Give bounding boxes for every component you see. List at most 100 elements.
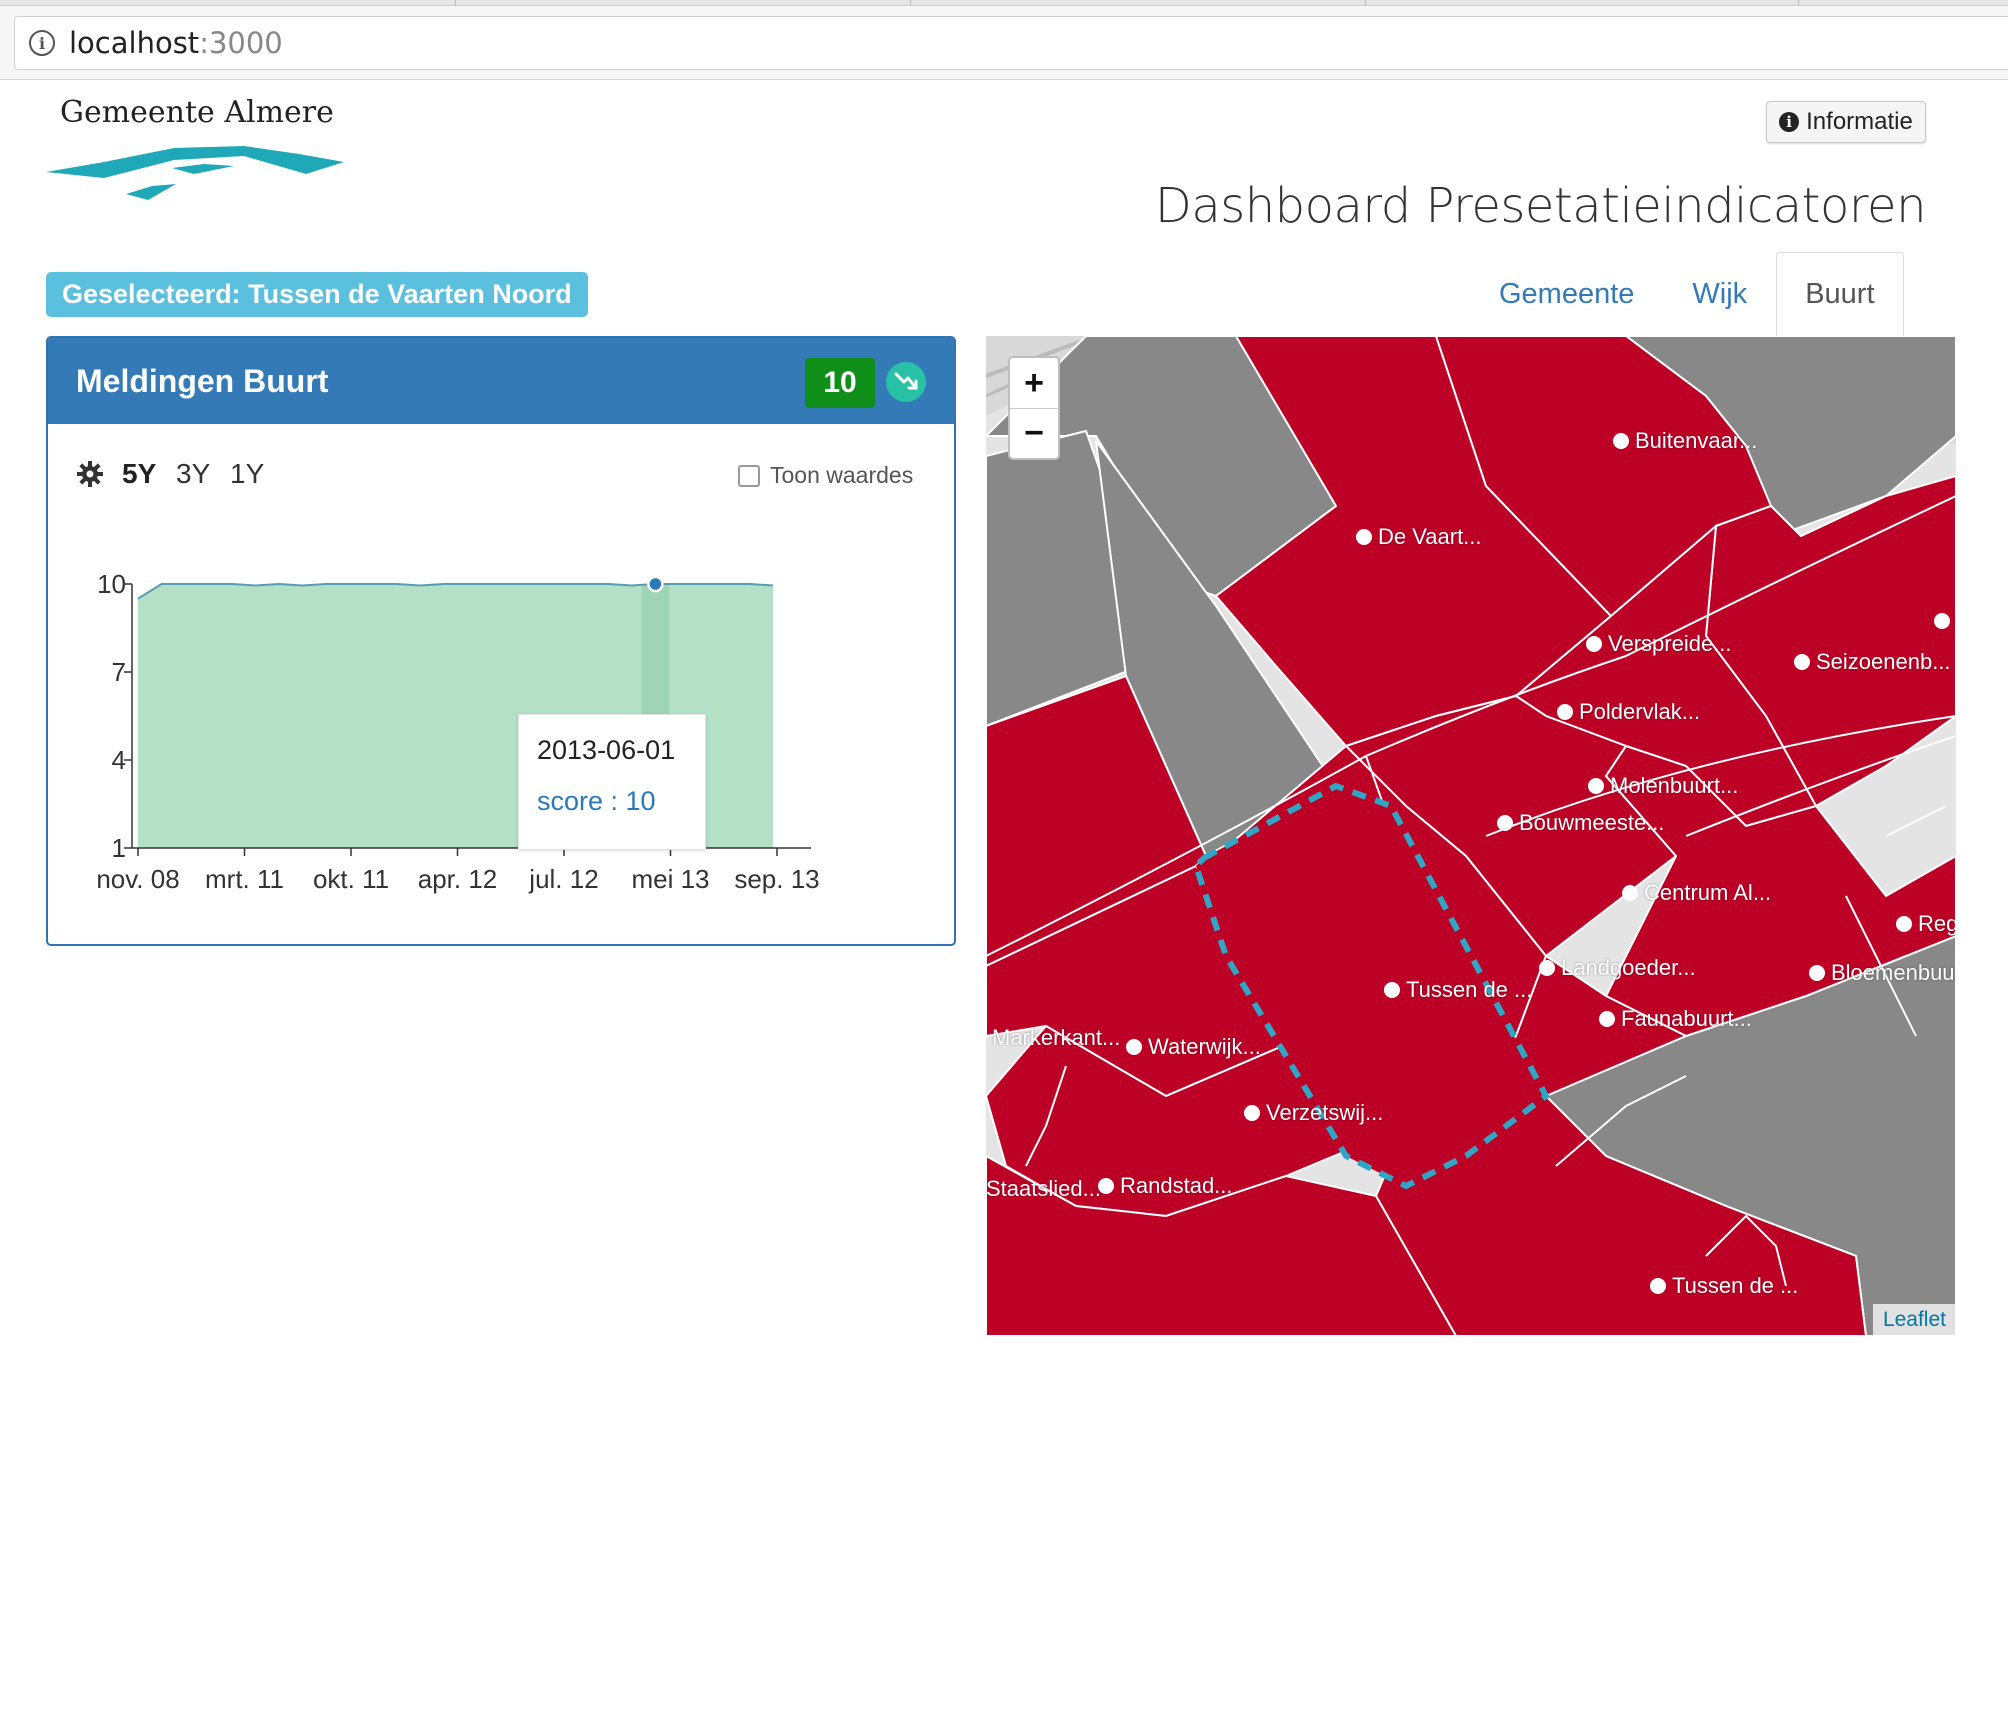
map-buurt-label[interactable]: Tussen de ... — [1650, 1273, 1798, 1299]
url-port: :3000 — [199, 26, 283, 60]
zoom-out-button[interactable]: − — [1010, 408, 1058, 458]
map-buurt-label-text: Verspreide... — [1608, 631, 1732, 656]
map-buurt-label-text: Markerkant... — [992, 1025, 1121, 1050]
chart-x-tick-label: mei 13 — [631, 864, 709, 894]
chart-y-tick-label: 7 — [112, 657, 126, 687]
map-buurt-label-text: Seizoenenb... — [1816, 649, 1951, 674]
chart-x-tick-label: mrt. 11 — [205, 864, 284, 894]
panel-title: Meldingen Buurt — [76, 362, 329, 399]
browser-tab-divider — [910, 0, 911, 6]
chart-x-tick-label: apr. 12 — [418, 864, 498, 894]
chart-x-tick-label: okt. 11 — [313, 864, 389, 894]
info-button[interactable]: i Informatie — [1766, 101, 1926, 143]
map-buurt-label-text: Verzetswij... — [1266, 1100, 1384, 1125]
browser-tab-divider — [1365, 0, 1366, 6]
chart-line — [137, 582, 774, 600]
map-marker-dot — [1586, 636, 1602, 652]
logo-waves-icon — [46, 146, 344, 200]
chart-x-tick-label: nov. 08 — [96, 864, 179, 894]
range-1y[interactable]: 1Y — [230, 458, 265, 489]
map-buurt-label-text: Tussen de ... — [1672, 1273, 1799, 1298]
map-buurt-label-text: Bouwmeeste... — [1519, 810, 1665, 835]
chart-tooltip: 2013-06-01 score : 10 — [518, 714, 706, 850]
map-buurt-label-text: Tussen de ... — [1406, 977, 1533, 1002]
map-buurt-label[interactable]: Tussen de ... — [1384, 977, 1532, 1003]
url-host: localhost — [69, 26, 200, 60]
level-tabs: Gemeente Wijk Buurt — [1470, 252, 1904, 336]
map-buurt-label[interactable]: Bouwmeeste... — [1497, 810, 1665, 836]
selected-buurt-outline — [1192, 782, 1550, 1190]
map-buurt-label[interactable]: Markerkant... — [992, 1025, 1120, 1051]
zoom-in-button[interactable]: + — [1024, 363, 1044, 402]
chart-x-tick-label: jul. 12 — [528, 864, 598, 894]
map-marker-dot — [1126, 1039, 1142, 1055]
browser-tab-divider — [455, 0, 456, 6]
page-title: Dashboard Presetatieindicatoren — [1154, 178, 1927, 234]
gemeente-logo[interactable]: Gemeente Almere — [44, 95, 354, 215]
map-buurt-label[interactable]: Verspreide... — [1586, 631, 1732, 657]
tooltip-date: 2013-06-01 — [537, 735, 676, 765]
chart-y-tick-label: 10 — [97, 569, 126, 599]
score-badge: 10 — [805, 358, 875, 408]
tab-wijk[interactable]: Wijk — [1692, 278, 1748, 310]
range-5y[interactable]: 5Y — [122, 458, 157, 489]
map-buurt-label[interactable]: Poldervlak... — [1557, 699, 1700, 725]
map-buurt-label[interactable]: Molenbuurt... — [1588, 773, 1738, 799]
map-buurt-label[interactable]: De Vaart... — [1356, 524, 1482, 550]
site-info-icon[interactable]: i — [29, 30, 55, 56]
map-buurt-label[interactable]: Rege — [1896, 911, 1956, 937]
map-buurt-label-text: Buitenvaar... — [1635, 428, 1758, 453]
map-buurt-label-text: Bloemenbuu... — [1831, 960, 1956, 985]
address-bar[interactable]: i localhost:3000 — [14, 16, 2008, 70]
map-layer[interactable] — [986, 336, 1956, 1336]
map-buurt-label[interactable]: Landgoeder... — [1539, 955, 1696, 981]
map-marker-dot — [1896, 916, 1912, 932]
toon-waardes-checkbox[interactable] — [738, 464, 760, 487]
range-3y[interactable]: 3Y — [176, 458, 211, 489]
map-marker-dot — [1384, 982, 1400, 998]
trend-icon[interactable] — [886, 362, 926, 402]
map-buurt-label-text: Staatslied... — [986, 1176, 1101, 1201]
tab-gemeente[interactable]: Gemeente — [1499, 278, 1635, 310]
map-buurt-label[interactable]: Faunabuurt... — [1599, 1006, 1752, 1032]
map-buurt-label[interactable]: Bloemenbuu... — [1809, 960, 1956, 986]
map-buurt-label[interactable]: Staatslied... — [986, 1176, 1101, 1202]
map-buurt-label[interactable]: Seizoenenb... — [1794, 649, 1951, 675]
info-icon: i — [1779, 112, 1800, 132]
map-marker-dot — [1098, 1178, 1114, 1194]
url-text[interactable]: localhost:3000 — [69, 26, 283, 60]
browser-tabstrip — [0, 0, 2008, 6]
chart-y-tick-label: 4 — [112, 745, 126, 775]
map-buurt-label-text: Waterwijk... — [1148, 1034, 1261, 1059]
tooltip-score: score : 10 — [537, 786, 656, 816]
zoom-control: + − — [1008, 356, 1060, 460]
map-buurt-label-text: Poldervlak... — [1579, 699, 1701, 724]
map-buurt-label[interactable]: Buitenvaar... — [1613, 428, 1757, 454]
map-marker-dot — [1497, 815, 1513, 831]
map-buurt-label[interactable]: Randstad... — [1098, 1173, 1233, 1199]
buurt-map[interactable]: Buitenvaar... De Vaart... Oostva Verspreide… — [986, 336, 1956, 1336]
map-marker-dot — [1613, 433, 1629, 449]
browser-toolbar: i localhost:3000 — [0, 6, 2008, 80]
map-marker-dot — [1934, 613, 1950, 629]
map-buurt-label-text: Molenbuurt... — [1610, 773, 1739, 798]
chart-highlight-point — [647, 575, 664, 593]
map-marker-dot — [1244, 1105, 1260, 1121]
map-marker-dot — [1356, 529, 1372, 545]
map-marker-dot — [1588, 778, 1604, 794]
logo-text: Gemeente Almere — [60, 95, 334, 130]
leaflet-attribution[interactable]: Leaflet — [1872, 1304, 1956, 1336]
map-buurt-label[interactable]: Verzetswij... — [1244, 1100, 1383, 1126]
map-marker-dot — [1809, 965, 1825, 981]
toon-waardes-toggle[interactable]: Toon waardes — [738, 462, 913, 489]
map-buurt-label[interactable]: Oostva — [1934, 608, 1956, 634]
map-marker-dot — [1539, 960, 1555, 976]
map-marker-dot — [1650, 1278, 1666, 1294]
tab-buurt[interactable]: Buurt — [1776, 252, 1904, 336]
map-buurt-label[interactable]: Centrum Al... — [1622, 880, 1771, 906]
map-buurt-label[interactable]: Waterwijk... — [1126, 1034, 1261, 1060]
map-marker-dot — [1557, 704, 1573, 720]
map-marker-dot — [1599, 1011, 1615, 1027]
gear-icon[interactable] — [76, 460, 104, 493]
